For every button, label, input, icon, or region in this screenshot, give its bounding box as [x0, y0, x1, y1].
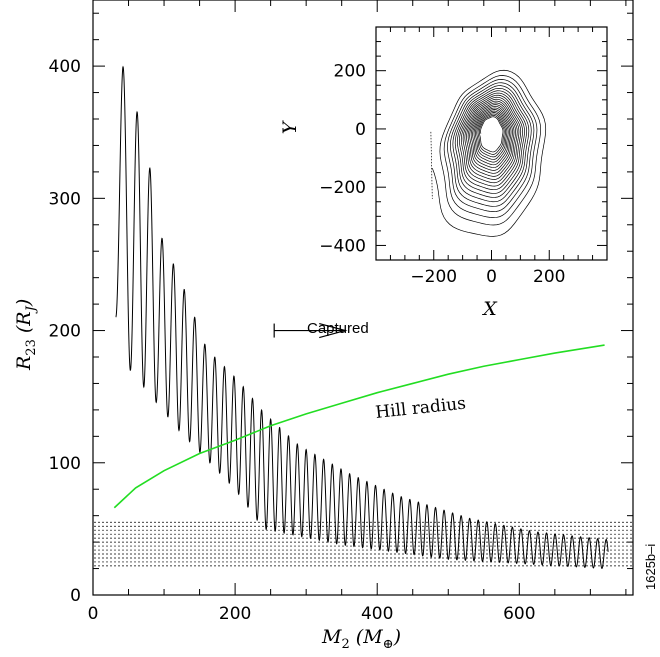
inset-x-axis-title: X — [481, 298, 498, 320]
x-tick-label: 200 — [219, 604, 251, 624]
y-tick-label: 0 — [70, 586, 81, 606]
inset-x-tick-label: 200 — [533, 267, 565, 287]
hill-radius-label: Hill radius — [374, 394, 466, 423]
hill-radius-line — [113, 344, 605, 509]
y-axis-title: R23 (RJ) — [13, 299, 39, 371]
inset-y-tick-label: −200 — [319, 178, 366, 198]
inset-y-tick-label: −400 — [319, 236, 366, 256]
inset-y-axis-title: Y — [279, 119, 301, 134]
captured-label: Captured — [307, 320, 369, 337]
inset-y-tick-label: 0 — [355, 120, 366, 140]
central-body-dot — [485, 122, 498, 136]
dotted-band — [94, 521, 632, 567]
main-frame — [92, 0, 634, 596]
y-tick-label: 100 — [49, 454, 81, 474]
inset-orbit-plot: −200 0 200 200 0 −200 −400 X Y — [279, 26, 608, 320]
y-tick-label: 300 — [49, 189, 81, 209]
inset-frame — [375, 26, 608, 261]
captured-arrow-head — [319, 322, 348, 339]
inset-x-tick-label: 0 — [486, 267, 497, 287]
orbit-start-trail — [430, 131, 433, 199]
inset-y-tick-label: 200 — [334, 62, 366, 82]
x-tick-label: 400 — [361, 604, 393, 624]
y-tick-label: 200 — [49, 322, 81, 342]
axis-labels: Captured Hill radius 1625b–i — [307, 320, 658, 590]
x-axis-title: M2 (M⊕) — [321, 626, 401, 652]
orbit-path — [431, 69, 547, 237]
inset-x-tick-label: −200 — [410, 267, 457, 287]
x-tick-label: 0 — [88, 604, 99, 624]
figure-tag: 1625b–i — [643, 544, 658, 590]
x-tick-label: 600 — [503, 604, 535, 624]
y-tick-label: 400 — [49, 57, 81, 77]
r23-series-line — [115, 65, 609, 569]
